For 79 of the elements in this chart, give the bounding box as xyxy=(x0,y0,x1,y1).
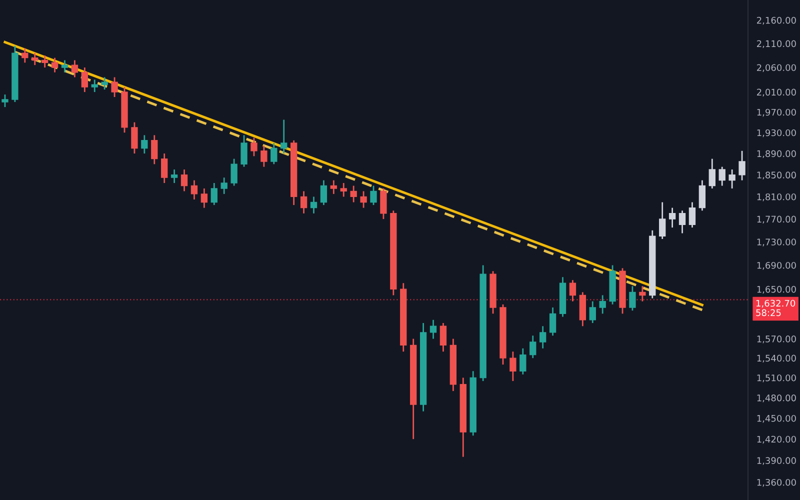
candlestick xyxy=(678,210,686,234)
candlestick xyxy=(340,182,347,198)
y-tick-label: 1,730.00 xyxy=(757,238,796,246)
candlestick xyxy=(668,207,676,228)
candlestick xyxy=(280,119,288,154)
candlestick xyxy=(81,66,88,93)
candlestick xyxy=(530,334,536,359)
y-tick-label: 1,930.00 xyxy=(757,129,796,138)
y-tick-label: 2,010.00 xyxy=(756,88,796,97)
candlestick xyxy=(101,76,108,90)
candlestick xyxy=(230,158,238,186)
candlestick xyxy=(250,137,258,157)
candlestick xyxy=(190,180,198,200)
candlestick xyxy=(360,190,367,209)
candlestick xyxy=(520,348,526,376)
candlestick xyxy=(639,285,646,302)
candlestick xyxy=(698,180,706,212)
candlestick xyxy=(589,300,596,324)
y-tick-label: 1,970.00 xyxy=(757,108,796,117)
candlestick xyxy=(220,176,228,195)
candlestick xyxy=(430,319,437,340)
candlestick xyxy=(440,322,447,352)
candlestick xyxy=(22,48,28,64)
candlestick xyxy=(180,168,188,192)
y-tick-label: 1,510.00 xyxy=(757,374,796,382)
candlestick xyxy=(738,150,746,181)
y-tick-label: 1,890.00 xyxy=(757,150,796,158)
candlestick xyxy=(569,279,576,302)
candlestick xyxy=(111,76,118,98)
candlestick xyxy=(629,285,636,312)
candlestick xyxy=(200,188,208,209)
candlestick xyxy=(380,188,387,220)
y-tick-label: 2,110.00 xyxy=(756,40,796,48)
candlestick xyxy=(370,185,377,206)
candlestick xyxy=(61,60,68,74)
candlestick xyxy=(2,94,8,108)
candlestick xyxy=(708,158,716,190)
candlestick xyxy=(71,60,78,78)
candlestick xyxy=(270,142,278,165)
candlestick xyxy=(131,122,138,154)
y-tick-label: 1,390.00 xyxy=(757,457,796,465)
y-tick-label: 1,690.00 xyxy=(757,262,796,270)
candlestick xyxy=(161,152,168,184)
candlestick xyxy=(32,52,38,66)
candlestick xyxy=(659,202,666,240)
candlestick xyxy=(51,57,58,74)
candlestick xyxy=(210,182,218,206)
candlestick xyxy=(688,202,696,228)
y-tick-label: 1,480.00 xyxy=(757,394,796,402)
candlestick xyxy=(549,306,556,336)
candlestick xyxy=(330,180,337,195)
candlestick xyxy=(310,196,318,214)
candlestick xyxy=(151,134,158,165)
candlestick xyxy=(718,166,726,186)
ref-line-label: 1,632.70 58:25 xyxy=(756,300,796,316)
y-tick-label: 1,420.00 xyxy=(757,436,796,444)
candlestick xyxy=(599,294,606,314)
candlestick xyxy=(240,134,248,168)
candlestick xyxy=(141,134,148,154)
y-tick-label: 1,810.00 xyxy=(757,193,796,202)
y-tick-label: 1,850.00 xyxy=(757,172,796,180)
candlestick xyxy=(728,168,736,190)
candlestick xyxy=(350,185,357,203)
y-tick-label: 1,770.00 xyxy=(757,216,796,224)
candlestick xyxy=(510,350,516,382)
y-tick-label: 1,540.00 xyxy=(757,354,796,363)
candlestick xyxy=(41,54,48,68)
candlestick xyxy=(320,180,328,206)
y-tick-label: 2,060.00 xyxy=(756,64,796,72)
y-tick-label: 1,570.00 xyxy=(757,336,796,344)
candlestick xyxy=(170,168,178,184)
candlestick xyxy=(260,144,268,168)
candlestick xyxy=(91,78,98,93)
y-tick-label: 1,650.00 xyxy=(757,286,796,294)
candlestick xyxy=(539,325,546,350)
y-tick-label: 1,450.00 xyxy=(757,414,796,423)
candlestick xyxy=(300,190,308,214)
y-tick-label: 2,160.00 xyxy=(756,16,796,25)
y-tick-label: 1,360.00 xyxy=(757,478,796,487)
